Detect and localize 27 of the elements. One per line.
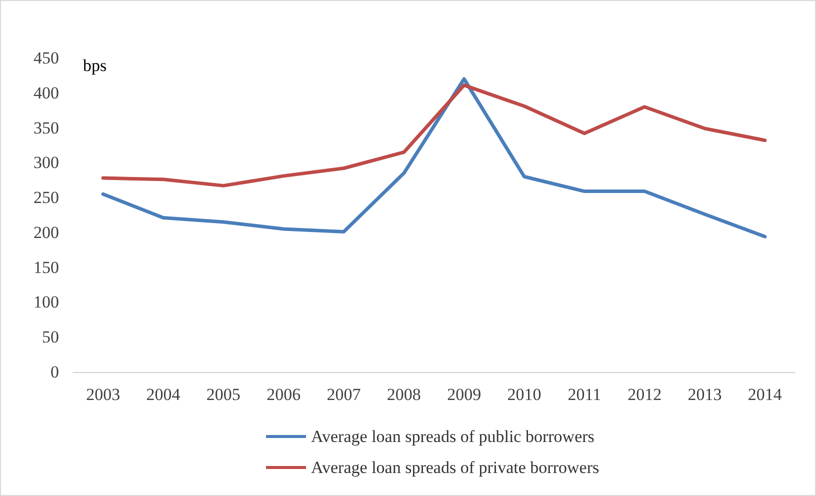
y-tick-label: 200 [34, 222, 59, 242]
x-tick-label: 2012 [628, 385, 662, 404]
line-series [101, 77, 767, 238]
y-tick-label: 300 [34, 153, 59, 172]
y-tick-label: 100 [34, 292, 59, 312]
y-tick-label: 450 [34, 48, 59, 68]
x-tick-label: 2005 [206, 385, 240, 404]
x-tick-label: 2011 [568, 385, 602, 404]
x-tick-label: 2003 [86, 385, 120, 404]
x-tick-label: 2008 [386, 385, 421, 404]
y-tick-label: 50 [42, 328, 59, 347]
y-tick-label: 0 [50, 362, 59, 382]
y-tick-label: 250 [34, 188, 59, 208]
x-tick-label: 2006 [266, 385, 301, 404]
line-series [101, 83, 767, 188]
x-tick-label: 2010 [507, 385, 542, 404]
legend-label: Average loan spreads of public borrowers [311, 427, 594, 446]
y-tick-label: 350 [34, 118, 59, 138]
y-axis-title: bps [83, 56, 107, 75]
x-tick-label: 2013 [688, 385, 722, 404]
y-tick-label: 400 [34, 83, 59, 102]
y-tick-label: 150 [34, 258, 59, 277]
x-tick-label: 2004 [146, 385, 181, 404]
x-tick-label: 2007 [326, 385, 362, 404]
x-tick-label: 2014 [748, 385, 782, 404]
legend-label: Average loan spreads of private borrowers [311, 458, 600, 477]
x-tick-label: 2009 [447, 385, 482, 404]
